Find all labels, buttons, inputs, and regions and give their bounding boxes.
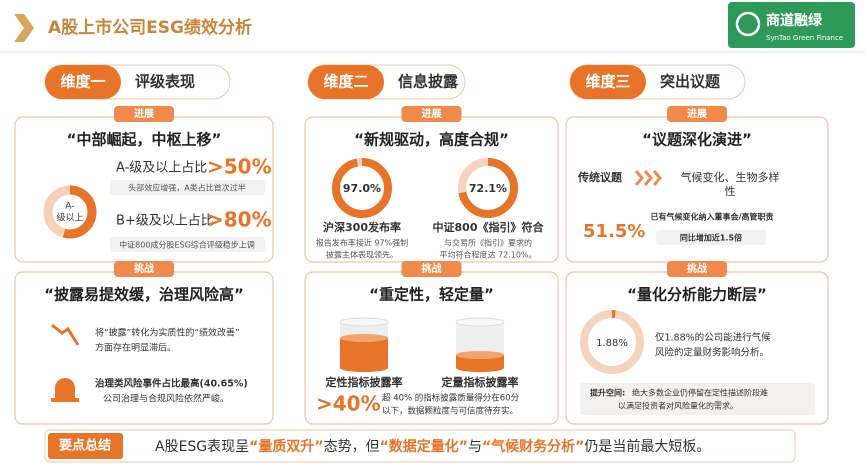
from-topic: 传统议题 xyxy=(577,170,623,184)
donut-desc: 与交易所《指引》要求的 xyxy=(444,238,532,248)
logo-subtitle: SynTao Green Finance xyxy=(766,34,843,42)
logo xyxy=(728,2,855,48)
note-box xyxy=(110,237,265,252)
cylinder-label: 定性指标披露率 xyxy=(326,375,403,389)
donut-title: 中证800《指引》符合 xyxy=(433,220,545,234)
tab-label: 挑战 xyxy=(134,262,154,275)
chevron xyxy=(652,170,662,186)
donut-label: 72.1% xyxy=(469,182,507,195)
text: 方面存在明显滞后。 xyxy=(95,342,176,354)
summary-part: A股ESG表现呈 xyxy=(155,439,249,455)
big-number: 51.5% xyxy=(583,221,645,242)
donut-label: 97.0% xyxy=(343,182,381,195)
text: 仅1.88%的公司能进行气候 xyxy=(655,332,771,344)
summary-part: “量质双升” xyxy=(249,438,323,455)
text: 风险的定量财务影响分析。 xyxy=(655,347,769,359)
summary-bar xyxy=(44,429,796,463)
dimension-pill xyxy=(45,65,121,99)
tab xyxy=(401,261,462,277)
panel-heading: “重定性，轻定量” xyxy=(369,286,494,304)
tab-label: 进展 xyxy=(422,107,442,120)
topic: 评级表现 xyxy=(135,73,195,91)
growth: 同比增加近1.5倍 xyxy=(680,233,742,243)
cylinder-label: 定量指标披露率 xyxy=(442,375,519,389)
donut-label: A- xyxy=(65,202,74,212)
topic: 突出议题 xyxy=(660,73,721,91)
cylinder xyxy=(455,317,505,372)
item-label: B+级及以上占比 xyxy=(116,214,214,229)
note-box xyxy=(656,230,766,245)
text: 超 40% 的指标披露质量得分在60分 xyxy=(382,393,520,404)
tab xyxy=(114,261,174,277)
dimension-pill xyxy=(570,65,646,99)
item-note: 头部效应增强，A类占比首次过半 xyxy=(128,183,245,193)
logo-name: 商道融绿 xyxy=(766,12,823,29)
panel-heading: “新规驱动，高度合规” xyxy=(354,131,509,149)
summary-part: “数据定量化” xyxy=(380,438,468,455)
tip: 以满足投资者对风险量化的需求。 xyxy=(618,401,738,411)
chevron xyxy=(634,170,644,186)
summary-part: 与 xyxy=(468,439,482,455)
dimension: 维度一 xyxy=(60,73,105,91)
chevron xyxy=(643,170,653,186)
dimension: 维度三 xyxy=(585,73,630,91)
to-topic: 气候变化、生物多样 xyxy=(681,170,780,184)
trend-icon xyxy=(51,323,80,346)
summary-tag xyxy=(48,433,123,459)
item-label: A-级及以上占比 xyxy=(116,161,207,176)
donut-label: 1.88% xyxy=(596,338,628,349)
summary-part: “气候财务分析” xyxy=(482,438,584,455)
tip-box xyxy=(580,383,815,415)
big-number: >40% xyxy=(316,392,381,416)
donut-title: 沪深300发布率 xyxy=(323,220,401,234)
text: 以下，数据颗粒度与可信度待夯实。 xyxy=(382,406,518,417)
donut-arc xyxy=(458,158,518,218)
panel-heading: “披露易提效缓，治理风险高” xyxy=(44,286,244,304)
summary-part: 仍是当前最大短板。 xyxy=(584,438,710,455)
summary-part: 态势，但 xyxy=(324,439,380,455)
topic: 信息披露 xyxy=(398,73,459,91)
tip-label: 提升空间: xyxy=(590,388,625,398)
panel-heading: “量化分析能力断层” xyxy=(627,286,767,304)
donut-desc: 披露主体表现领先。 xyxy=(326,250,398,260)
tab xyxy=(114,106,174,122)
dimension-pill xyxy=(308,65,384,99)
donut-label: 级以上 xyxy=(56,212,83,224)
tab-label: 挑战 xyxy=(687,262,707,275)
donut-desc: 平均符合程度达 72.10%。 xyxy=(439,250,536,260)
summary-text: A股ESG表现呈“量质双升”态势，但“数据定量化”与“气候财务分析”仍是当前最大… xyxy=(155,438,710,455)
title: A股上市公司ESG绩效分析 xyxy=(48,17,252,38)
tab-label: 挑战 xyxy=(422,262,442,275)
tab xyxy=(667,261,727,277)
dimension: 维度二 xyxy=(323,73,368,91)
note-box xyxy=(110,180,265,195)
tip: 绝大多数企业仍停留在定性描述阶段难 xyxy=(632,388,768,398)
item-note: 中证800成分股ESG综合评级稳步上调 xyxy=(119,240,255,250)
tab-label: 进展 xyxy=(134,107,154,120)
title-icon xyxy=(14,14,34,42)
panel-heading: “中部崛起，中枢上移” xyxy=(67,131,222,149)
tab xyxy=(401,106,462,122)
item-value: >80% xyxy=(207,208,272,232)
tab xyxy=(667,106,727,122)
donut-arc xyxy=(332,158,392,218)
summary-label: 要点总结 xyxy=(59,438,111,454)
item-value: >50% xyxy=(207,155,272,179)
donut-arc xyxy=(580,310,644,374)
note: 已有气候变化纳入董事会/高管职责 xyxy=(651,212,774,222)
logo-mark xyxy=(735,11,761,37)
text: 公司治理与合规风险依然严峻。 xyxy=(103,393,229,405)
alarm-base xyxy=(51,398,79,402)
text: 治理类风险事件占比最高(40.65%) xyxy=(95,378,248,390)
donut-arc xyxy=(43,185,97,239)
alarm-icon xyxy=(55,378,75,398)
cylinder xyxy=(339,317,389,372)
donut-desc: 报告发布率接近 97%强制 xyxy=(316,238,408,248)
tab-label: 进展 xyxy=(687,107,707,120)
to-topic: 性 xyxy=(725,184,736,198)
panel-heading: “议题深化演进” xyxy=(642,131,752,149)
text: 将“披露”转化为实质性的“绩效改善” xyxy=(95,327,240,339)
